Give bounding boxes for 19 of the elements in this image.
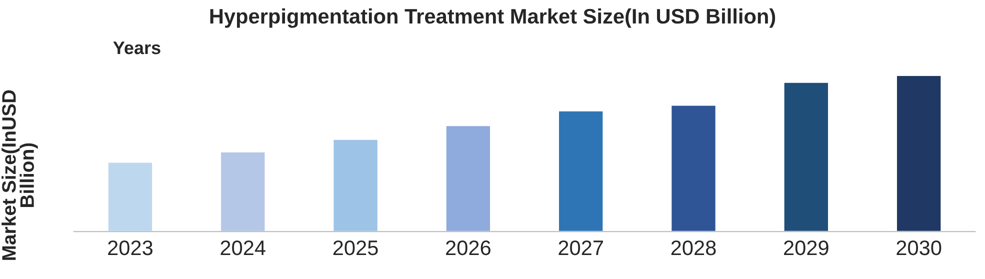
x-tick-label: 2028 <box>671 240 716 256</box>
x-tick-label: 2029 <box>784 240 828 256</box>
x-tick-label: 2024 <box>220 240 266 256</box>
bar <box>220 151 266 232</box>
bar <box>896 75 942 232</box>
x-tick-label: 2023 <box>108 240 152 256</box>
x-tick-label: 2026 <box>446 240 490 256</box>
x-axis-title: Years <box>113 42 160 54</box>
bar <box>782 82 830 232</box>
x-tick-label: 2027 <box>558 240 603 256</box>
bar <box>558 110 604 232</box>
x-tick-label: 2025 <box>333 240 378 256</box>
bar <box>332 138 379 232</box>
chart-title: Hyperpigmentation Treatment Market Size(In USD Billion) <box>210 8 776 28</box>
bar <box>444 124 492 232</box>
y-axis-title: Market Size(InUSD Billion) <box>2 90 38 260</box>
x-tick-label: 2030 <box>896 240 942 256</box>
bar <box>106 161 154 232</box>
bar <box>670 104 717 232</box>
